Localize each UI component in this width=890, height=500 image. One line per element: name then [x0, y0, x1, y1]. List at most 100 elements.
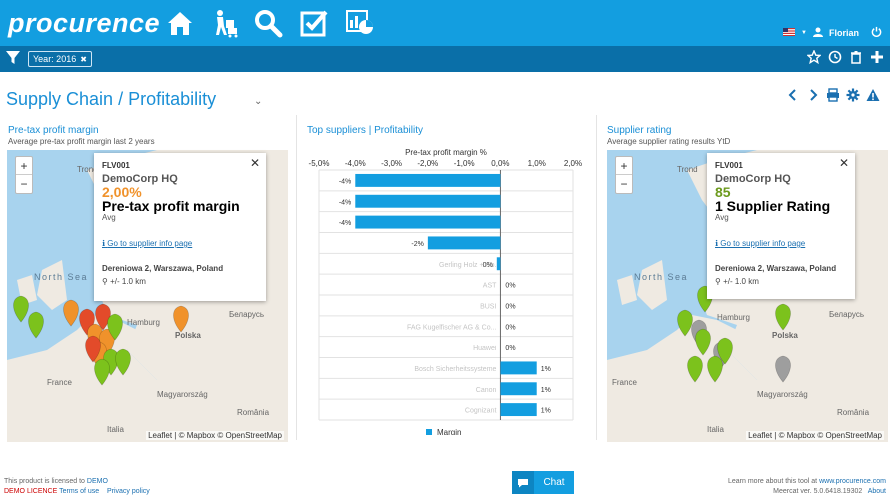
category-label: AST [483, 283, 497, 290]
page-actions [786, 88, 880, 102]
right-zoom-control: + − [615, 156, 633, 194]
panel-divider [296, 115, 297, 440]
warning-icon[interactable] [866, 88, 880, 102]
home-icon[interactable] [165, 8, 195, 38]
terms-link[interactable]: Terms of use [59, 488, 100, 495]
right-panel-title: Supplier rating [607, 125, 672, 136]
license-line: This product is licensed to [4, 478, 85, 485]
x-tick-label: -3,0% [381, 159, 402, 168]
bar[interactable] [500, 382, 537, 396]
map-marker[interactable] [775, 355, 791, 383]
filter-icon[interactable] [6, 51, 20, 65]
us-flag-icon[interactable] [783, 27, 796, 38]
user-icon[interactable] [812, 27, 823, 39]
map-label-france: France [612, 378, 637, 387]
chevron-down-icon[interactable]: ▼ [801, 29, 807, 36]
map-marker[interactable] [63, 299, 79, 327]
search-icon[interactable] [253, 8, 283, 38]
zoom-out-button[interactable]: − [620, 177, 628, 191]
checklist-icon[interactable] [299, 8, 329, 38]
category-label: Bosch Sicherheitssysteme [414, 366, 496, 373]
map-label-romania: România [837, 408, 870, 417]
map-marker[interactable] [85, 335, 101, 363]
map-label-trond: Trond [77, 165, 98, 174]
supplier-info-link-label: Go to supplier info page [107, 239, 193, 248]
popup-distance: ⚲ +/- 1.0 km [715, 277, 847, 286]
map-marker[interactable] [115, 348, 131, 376]
bar[interactable] [355, 194, 501, 208]
website-link[interactable]: www.procurence.com [819, 478, 886, 485]
map-label-italia: Italia [707, 425, 724, 434]
data-label: 1% [541, 366, 551, 373]
bar[interactable] [355, 215, 501, 229]
version-text: Meercat ver. 5.0.6418.19302 [773, 488, 863, 495]
map-marker[interactable] [13, 295, 29, 323]
data-label: 1% [541, 408, 551, 415]
map-marker[interactable] [687, 355, 703, 383]
privacy-link[interactable]: Privacy policy [106, 488, 150, 495]
bar[interactable] [500, 361, 537, 375]
map-marker[interactable] [775, 303, 791, 331]
zoom-out-button[interactable]: − [20, 177, 28, 191]
center-panel-title[interactable]: Top suppliers | Profitability [307, 125, 423, 136]
panel-divider [596, 115, 597, 440]
bar[interactable] [427, 236, 501, 250]
map-marker[interactable] [94, 358, 110, 386]
data-label: -4% [339, 199, 351, 206]
trash-icon[interactable] [849, 50, 863, 66]
legend-swatch [426, 429, 432, 435]
supplier-info-link[interactable]: ℹ Go to supplier info page [102, 239, 258, 248]
bar[interactable] [500, 403, 537, 417]
map-label-north-sea: North Sea [634, 272, 688, 282]
chat-button[interactable]: Chat [512, 471, 574, 494]
bar-chart-svg: Pre-tax profit margin % -5,0% -4,0% -3,0% -2… [309, 148, 583, 437]
map-label-trond: Trond [677, 165, 698, 174]
settings-gear-icon[interactable] [846, 88, 860, 102]
category-label: Gerling Holz + Co. [439, 262, 496, 269]
zoom-in-button[interactable]: + [16, 157, 32, 175]
popup-address: Dereniowa 2, Warszawa, Poland [715, 264, 837, 273]
map-marker[interactable] [28, 311, 44, 339]
map-attribution: Leaflet | © Mapbox © OpenStreetMap [146, 431, 284, 440]
user-area: ▼ Florian [783, 26, 882, 39]
star-icon[interactable] [806, 49, 822, 66]
map-marker[interactable] [695, 328, 711, 356]
data-label: -2% [411, 241, 423, 248]
filter-chip-close-icon[interactable]: ✖ [80, 54, 87, 64]
supplier-info-link[interactable]: ℹ Go to supplier info page [715, 239, 847, 248]
app-logo[interactable]: procurence [8, 8, 161, 38]
zoom-in-button[interactable]: + [616, 157, 632, 175]
popup-close-icon[interactable]: ✕ [249, 156, 260, 170]
license-owner-link[interactable]: DEMO [86, 478, 108, 485]
user-name[interactable]: Florian [828, 27, 859, 38]
chevron-down-icon[interactable]: ⌄ [254, 96, 263, 107]
popup-org: DemoCorp HQ [102, 173, 178, 185]
print-icon[interactable] [826, 88, 840, 102]
popup-close-icon[interactable]: ✕ [838, 156, 849, 170]
map-label-italia: Italia [107, 425, 124, 434]
popup-org: DemoCorp HQ [715, 173, 791, 185]
popup-distance-value: +/- 1.0 km [110, 277, 146, 286]
next-icon[interactable] [806, 88, 820, 102]
history-clock-icon[interactable] [828, 50, 842, 66]
map-marker[interactable] [677, 309, 693, 337]
left-supplier-popup: ✕ FLV001 DemoCorp HQ 2,00% Pre-tax profi… [94, 153, 266, 301]
add-icon[interactable] [870, 50, 884, 66]
filter-bar-actions [806, 49, 884, 66]
left-map-markers [13, 295, 189, 386]
previous-icon[interactable] [786, 88, 800, 102]
map-marker[interactable] [173, 305, 189, 333]
map-marker[interactable] [717, 337, 733, 365]
bar[interactable] [496, 257, 501, 271]
popup-avg: Avg [715, 213, 729, 222]
map-marker[interactable] [107, 313, 123, 341]
power-icon[interactable] [871, 26, 882, 39]
procurement-worker-icon[interactable] [210, 8, 240, 38]
top-navigation-bar: procurence ▼ Florian [0, 0, 890, 46]
map-label-magyarorszag: Magyarország [757, 390, 808, 399]
bar[interactable] [355, 173, 501, 187]
filter-chip-year[interactable]: Year: 2016 ✖ [28, 51, 92, 67]
reports-icon[interactable] [345, 8, 375, 38]
about-link[interactable]: About [867, 488, 886, 495]
map-marker[interactable] [707, 355, 723, 383]
